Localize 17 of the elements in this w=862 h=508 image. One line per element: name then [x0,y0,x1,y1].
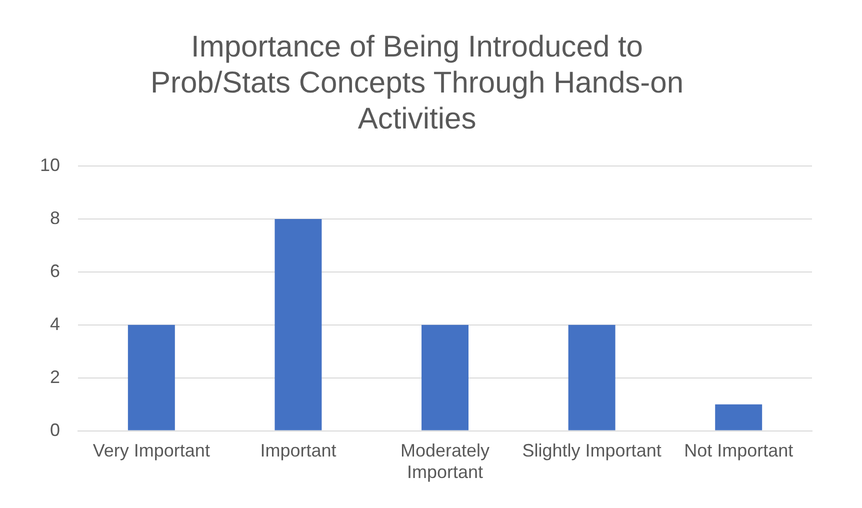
chart-title: Importance of Being Introduced to Prob/Stats Concepts Through Hands-on Activities [150,30,684,136]
y-tick-label: 8 [50,208,60,228]
x-tick-label: Important [260,440,336,461]
y-tick-label: 4 [50,314,60,334]
bar [274,218,322,430]
x-tick-label: Very Important [92,440,210,461]
x-tick-label: Not Important [684,440,794,461]
bar [128,324,175,430]
bar [715,404,762,430]
x-tick-label: Slightly Important [522,440,662,461]
y-tick-label: 2 [50,366,60,387]
y-tick-label: 10 [40,154,60,175]
bar [422,324,468,430]
x-tick-label: Moderately Important [400,440,490,482]
y-tick-label: 0 [50,420,60,440]
y-tick-label: 6 [50,260,60,281]
bar [568,324,616,430]
